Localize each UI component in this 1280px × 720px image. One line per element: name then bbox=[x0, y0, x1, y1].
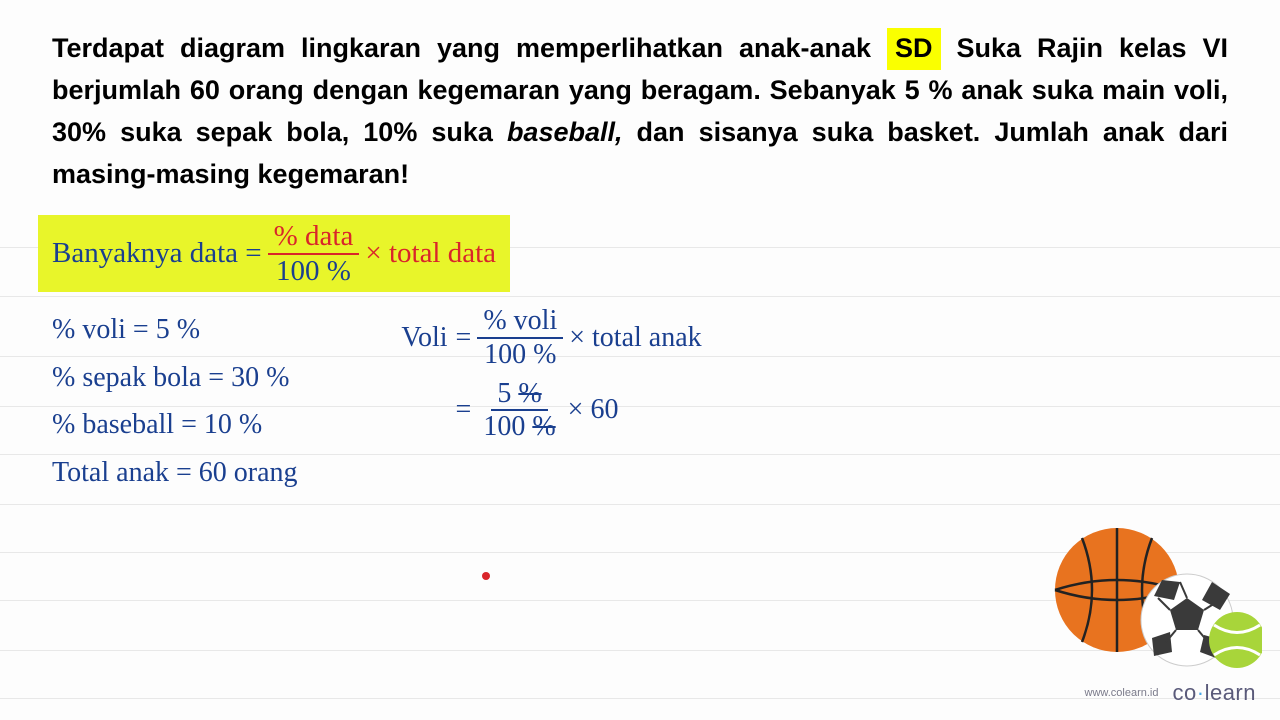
given-baseball: % baseball = 10 % bbox=[52, 401, 298, 449]
grade-badge: SD bbox=[887, 28, 941, 70]
calc-lhs: Voli bbox=[378, 322, 448, 354]
problem-italic: baseball, bbox=[507, 117, 623, 147]
footer-url: www.colearn.id bbox=[1085, 687, 1159, 699]
formula-highlight: Banyaknya data = % data 100 % × total da… bbox=[38, 215, 510, 292]
problem-pre: Terdapat diagram lingkaran yang memperli… bbox=[52, 33, 887, 63]
footer: www.colearn.id co·learn bbox=[1085, 680, 1256, 706]
content-area: Terdapat diagram lingkaran yang memperli… bbox=[0, 0, 1280, 497]
calc-column: Voli = % voli 100 % × total anak = 5 % 1… bbox=[378, 306, 702, 452]
pointer-dot bbox=[482, 572, 490, 580]
formula-denominator: 100 % bbox=[270, 255, 357, 286]
strike-percent-top: % bbox=[518, 378, 541, 409]
calc-frac-2: 5 % 100 % bbox=[477, 379, 561, 442]
ruled-line bbox=[0, 504, 1280, 505]
problem-text: Terdapat diagram lingkaran yang memperli… bbox=[52, 28, 1228, 195]
formula-fraction: % data 100 % bbox=[268, 221, 360, 286]
calc-row-2: = 5 % 100 % × 60 bbox=[378, 379, 702, 442]
sports-balls-icon bbox=[1032, 520, 1262, 670]
formula-label: Banyaknya data = bbox=[52, 237, 262, 270]
given-column: % voli = 5 % % sepak bola = 30 % % baseb… bbox=[52, 306, 298, 496]
given-total: Total anak = 60 orang bbox=[52, 449, 298, 497]
formula-numerator: % data bbox=[268, 221, 360, 254]
strike-percent-bot: % bbox=[532, 411, 555, 442]
work-area: % voli = 5 % % sepak bola = 30 % % baseb… bbox=[52, 306, 1228, 496]
given-sepakbola: % sepak bola = 30 % bbox=[52, 354, 298, 402]
formula-tail: × total data bbox=[365, 237, 496, 270]
calc-frac-1: % voli 100 % bbox=[477, 306, 563, 369]
brand-logo: co·learn bbox=[1173, 680, 1257, 706]
calc-row-1: Voli = % voli 100 % × total anak bbox=[378, 306, 702, 369]
given-voli: % voli = 5 % bbox=[52, 306, 298, 354]
